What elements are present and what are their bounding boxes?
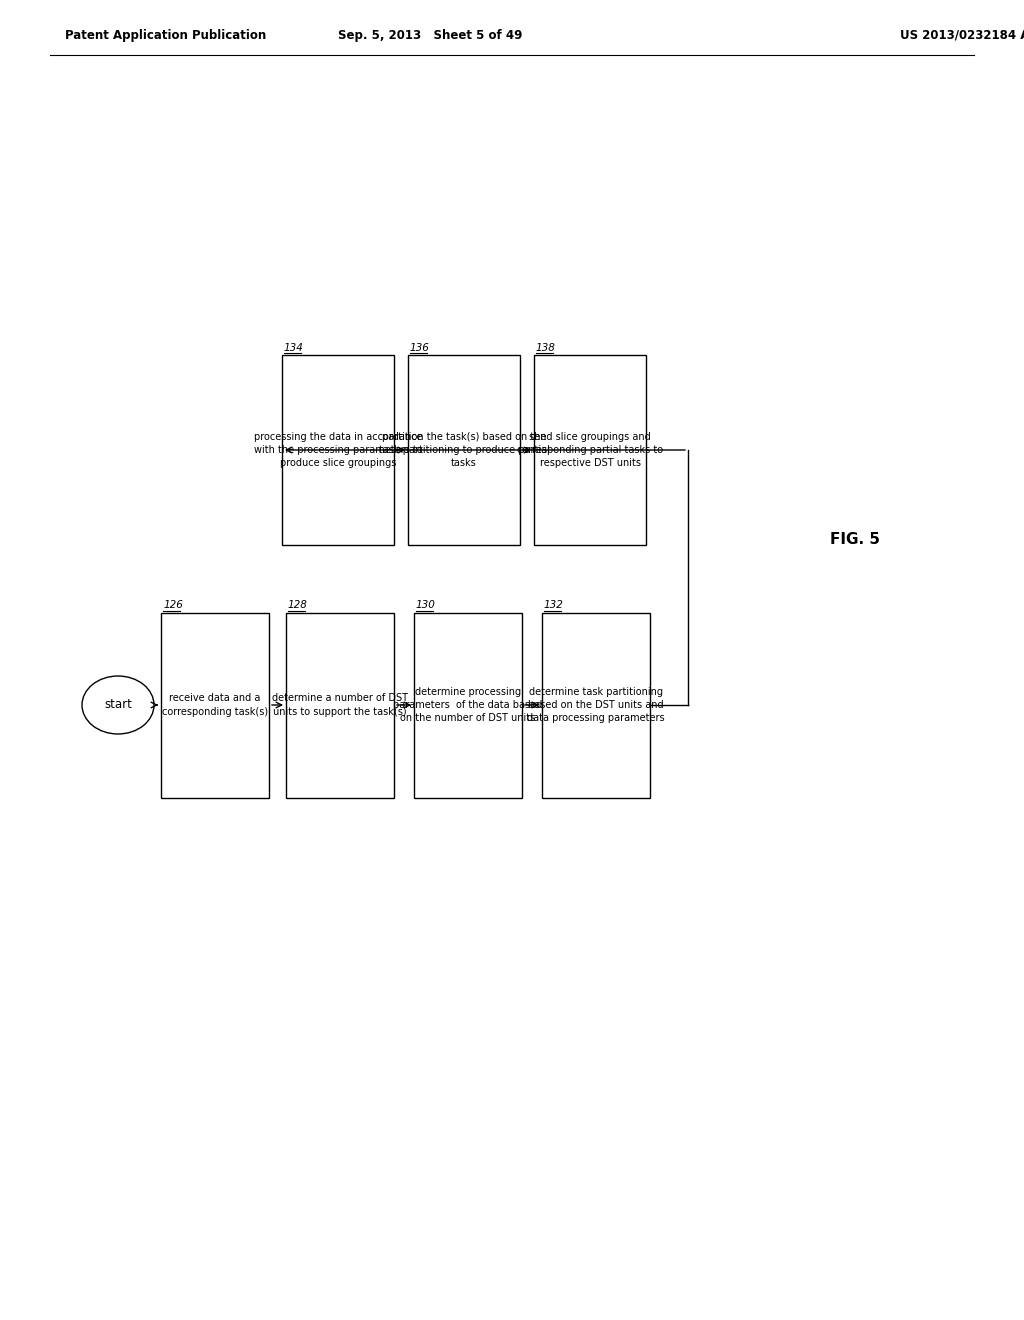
Bar <box>542 612 650 797</box>
Text: partition the task(s) based on the
task partitioning to produce partial
tasks: partition the task(s) based on the task … <box>379 432 550 469</box>
Bar <box>414 612 522 797</box>
Bar <box>534 355 646 545</box>
Text: receive data and a
corresponding task(s): receive data and a corresponding task(s) <box>162 693 268 717</box>
Text: start: start <box>104 698 132 711</box>
Text: determine task partitioning
based on the DST units and
data processing parameter: determine task partitioning based on the… <box>527 686 665 723</box>
Text: 132: 132 <box>544 601 564 610</box>
Text: 130: 130 <box>416 601 436 610</box>
Text: US 2013/0232184 A1: US 2013/0232184 A1 <box>900 29 1024 41</box>
Text: determine a number of DST
units to support the task(s): determine a number of DST units to suppo… <box>272 693 408 717</box>
Text: processing the data in accordance
with the processing parameters to
produce slic: processing the data in accordance with t… <box>254 432 422 469</box>
Bar <box>282 355 394 545</box>
Text: 134: 134 <box>284 343 304 352</box>
Text: send slice groupings and
corresponding partial tasks to
respective DST units: send slice groupings and corresponding p… <box>517 432 664 469</box>
Ellipse shape <box>82 676 154 734</box>
Text: 136: 136 <box>410 343 430 352</box>
Bar <box>408 355 520 545</box>
Bar <box>161 612 269 797</box>
Text: FIG. 5: FIG. 5 <box>830 532 880 548</box>
Text: 138: 138 <box>536 343 556 352</box>
Bar <box>286 612 394 797</box>
Text: 128: 128 <box>288 601 308 610</box>
Text: 126: 126 <box>163 601 183 610</box>
Text: determine processing
parameters  of the data based
on the number of DST units: determine processing parameters of the d… <box>393 686 543 723</box>
Text: Patent Application Publication: Patent Application Publication <box>65 29 266 41</box>
Text: Sep. 5, 2013   Sheet 5 of 49: Sep. 5, 2013 Sheet 5 of 49 <box>338 29 522 41</box>
